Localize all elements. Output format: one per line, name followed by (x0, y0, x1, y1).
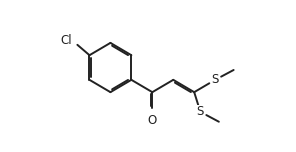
Text: S: S (197, 105, 204, 118)
Text: S: S (211, 73, 219, 86)
Text: O: O (148, 114, 157, 127)
Text: Cl: Cl (61, 34, 72, 47)
